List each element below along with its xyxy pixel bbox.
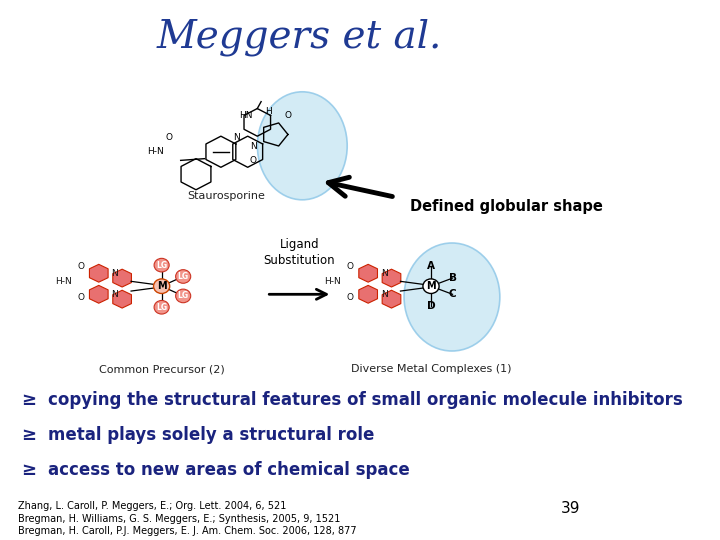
Polygon shape bbox=[382, 291, 401, 308]
Text: H-N: H-N bbox=[325, 277, 341, 286]
Text: metal plays solely a structural role: metal plays solely a structural role bbox=[48, 426, 374, 444]
Text: N: N bbox=[381, 290, 387, 299]
Text: Bregman, H. Caroll, P.J. Meggers, E. J. Am. Chem. Soc. 2006, 128, 877: Bregman, H. Caroll, P.J. Meggers, E. J. … bbox=[18, 526, 356, 536]
Polygon shape bbox=[113, 269, 132, 287]
Text: O: O bbox=[77, 293, 84, 302]
Text: N: N bbox=[381, 269, 387, 278]
Polygon shape bbox=[113, 291, 132, 308]
Ellipse shape bbox=[258, 92, 347, 200]
Text: O: O bbox=[347, 293, 354, 302]
Text: C: C bbox=[449, 289, 456, 299]
Text: Ligand
Substitution: Ligand Substitution bbox=[264, 238, 335, 267]
Text: access to new areas of chemical space: access to new areas of chemical space bbox=[48, 461, 410, 479]
Circle shape bbox=[176, 269, 191, 284]
Text: LG: LG bbox=[178, 272, 189, 281]
Polygon shape bbox=[359, 285, 377, 303]
Circle shape bbox=[154, 258, 169, 272]
Polygon shape bbox=[359, 265, 377, 282]
Text: O: O bbox=[250, 156, 257, 165]
Text: LG: LG bbox=[156, 303, 167, 312]
Text: LG: LG bbox=[156, 261, 167, 269]
Text: O: O bbox=[347, 262, 354, 271]
Text: ≥: ≥ bbox=[21, 426, 36, 444]
Text: N: N bbox=[250, 142, 257, 151]
Text: Diverse Metal Complexes (1): Diverse Metal Complexes (1) bbox=[351, 364, 511, 375]
Circle shape bbox=[154, 300, 169, 314]
Polygon shape bbox=[382, 269, 401, 287]
Ellipse shape bbox=[404, 243, 500, 351]
Text: N: N bbox=[233, 133, 240, 143]
Text: Meggers et al.: Meggers et al. bbox=[157, 19, 442, 56]
Text: M: M bbox=[157, 281, 166, 291]
Text: N: N bbox=[112, 269, 118, 278]
Text: HN: HN bbox=[239, 111, 253, 120]
Text: H-N: H-N bbox=[147, 147, 163, 156]
Text: copying the structural features of small organic molecule inhibitors: copying the structural features of small… bbox=[48, 390, 683, 409]
Text: N: N bbox=[112, 290, 118, 299]
Text: A: A bbox=[427, 261, 435, 271]
Text: 39: 39 bbox=[561, 501, 580, 516]
Polygon shape bbox=[89, 285, 108, 303]
Text: H: H bbox=[266, 107, 272, 117]
Text: Defined globular shape: Defined globular shape bbox=[410, 199, 603, 214]
Text: O: O bbox=[284, 111, 292, 120]
Circle shape bbox=[176, 289, 191, 303]
Text: O: O bbox=[77, 262, 84, 271]
Text: M: M bbox=[426, 281, 436, 291]
Text: O: O bbox=[166, 133, 173, 143]
Text: Common Precursor (2): Common Precursor (2) bbox=[99, 364, 225, 375]
Text: Zhang, L. Caroll, P. Meggers, E.; Org. Lett. 2004, 6, 521: Zhang, L. Caroll, P. Meggers, E.; Org. L… bbox=[18, 501, 287, 511]
Text: ≥: ≥ bbox=[21, 390, 36, 409]
Text: Bregman, H. Williams, G. S. Meggers, E.; Synthesis, 2005, 9, 1521: Bregman, H. Williams, G. S. Meggers, E.;… bbox=[18, 514, 341, 524]
Text: Staurosporine: Staurosporine bbox=[188, 192, 266, 201]
Text: H-N: H-N bbox=[55, 277, 72, 286]
Text: B: B bbox=[449, 273, 456, 283]
Text: LG: LG bbox=[178, 292, 189, 300]
Text: D: D bbox=[427, 301, 436, 312]
Circle shape bbox=[423, 279, 439, 294]
Polygon shape bbox=[89, 265, 108, 282]
Circle shape bbox=[153, 279, 170, 294]
Text: ≥: ≥ bbox=[21, 461, 36, 479]
